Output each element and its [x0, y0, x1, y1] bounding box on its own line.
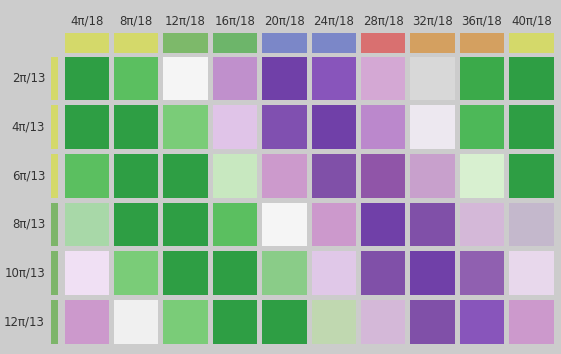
Bar: [51, 251, 58, 295]
Text: 12π/13: 12π/13: [4, 315, 45, 328]
Bar: [262, 300, 306, 343]
Bar: [410, 251, 455, 295]
Text: 4π/13: 4π/13: [12, 120, 45, 133]
Bar: [65, 300, 109, 343]
Bar: [410, 202, 455, 246]
Bar: [163, 300, 208, 343]
Bar: [65, 33, 109, 53]
Bar: [65, 105, 109, 149]
Bar: [65, 154, 109, 198]
Text: 20π/18: 20π/18: [264, 15, 305, 28]
Bar: [311, 300, 356, 343]
Bar: [163, 154, 208, 198]
Bar: [410, 33, 455, 53]
Bar: [509, 33, 554, 53]
Text: 8π/13: 8π/13: [12, 218, 45, 231]
Text: 8π/18: 8π/18: [119, 15, 153, 28]
Bar: [114, 57, 158, 100]
Bar: [361, 33, 405, 53]
Bar: [114, 33, 158, 53]
Bar: [51, 300, 58, 343]
Bar: [65, 202, 109, 246]
Bar: [459, 300, 504, 343]
Text: 16π/18: 16π/18: [214, 15, 255, 28]
Bar: [509, 202, 554, 246]
Bar: [410, 154, 455, 198]
Bar: [311, 105, 356, 149]
Bar: [361, 202, 405, 246]
Bar: [509, 251, 554, 295]
Bar: [114, 154, 158, 198]
Bar: [509, 154, 554, 198]
Bar: [410, 105, 455, 149]
Bar: [51, 57, 58, 100]
Bar: [262, 251, 306, 295]
Bar: [262, 105, 306, 149]
Bar: [262, 33, 306, 53]
Bar: [459, 251, 504, 295]
Bar: [163, 105, 208, 149]
Bar: [213, 202, 257, 246]
Bar: [213, 57, 257, 100]
Bar: [262, 57, 306, 100]
Text: 10π/13: 10π/13: [4, 267, 45, 280]
Bar: [311, 57, 356, 100]
Text: 36π/18: 36π/18: [462, 15, 502, 28]
Text: 32π/18: 32π/18: [412, 15, 453, 28]
Bar: [459, 154, 504, 198]
Bar: [114, 202, 158, 246]
Bar: [51, 105, 58, 149]
Text: 2π/13: 2π/13: [12, 72, 45, 85]
Bar: [361, 105, 405, 149]
Bar: [361, 251, 405, 295]
Bar: [459, 105, 504, 149]
Bar: [311, 202, 356, 246]
Bar: [213, 300, 257, 343]
Bar: [51, 202, 58, 246]
Bar: [459, 202, 504, 246]
Text: 6π/13: 6π/13: [12, 169, 45, 182]
Bar: [114, 105, 158, 149]
Bar: [262, 154, 306, 198]
Bar: [213, 251, 257, 295]
Text: 4π/18: 4π/18: [70, 15, 103, 28]
Bar: [361, 57, 405, 100]
Bar: [459, 33, 504, 53]
Bar: [509, 105, 554, 149]
Bar: [509, 300, 554, 343]
Bar: [213, 33, 257, 53]
Bar: [163, 202, 208, 246]
Bar: [410, 57, 455, 100]
Bar: [114, 300, 158, 343]
Bar: [163, 57, 208, 100]
Bar: [410, 300, 455, 343]
Bar: [311, 154, 356, 198]
Bar: [213, 154, 257, 198]
Bar: [213, 105, 257, 149]
Bar: [361, 300, 405, 343]
Text: 24π/18: 24π/18: [313, 15, 354, 28]
Bar: [459, 57, 504, 100]
Bar: [311, 33, 356, 53]
Bar: [163, 33, 208, 53]
Bar: [311, 251, 356, 295]
Bar: [51, 154, 58, 198]
Bar: [361, 154, 405, 198]
Bar: [262, 202, 306, 246]
Bar: [65, 57, 109, 100]
Bar: [114, 251, 158, 295]
Text: 28π/18: 28π/18: [363, 15, 403, 28]
Text: 40π/18: 40π/18: [511, 15, 551, 28]
Bar: [65, 251, 109, 295]
Bar: [163, 251, 208, 295]
Text: 12π/18: 12π/18: [165, 15, 206, 28]
Bar: [509, 57, 554, 100]
